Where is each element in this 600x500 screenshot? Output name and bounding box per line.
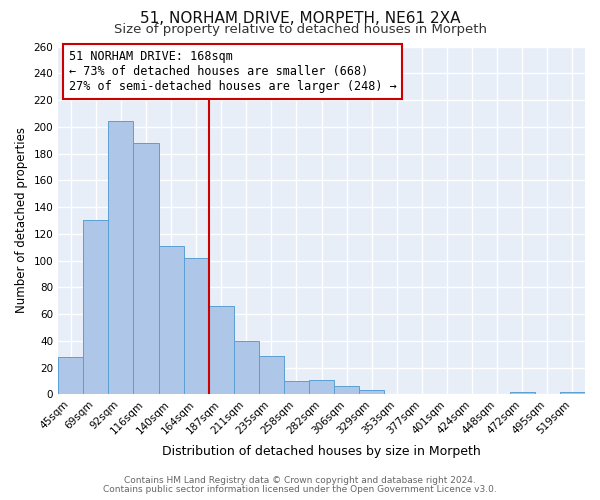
Bar xyxy=(560,392,585,394)
Text: Contains HM Land Registry data © Crown copyright and database right 2024.: Contains HM Land Registry data © Crown c… xyxy=(124,476,476,485)
Bar xyxy=(184,258,209,394)
Bar xyxy=(259,356,284,395)
Bar xyxy=(284,381,309,394)
Bar xyxy=(359,390,385,394)
Text: Size of property relative to detached houses in Morpeth: Size of property relative to detached ho… xyxy=(113,22,487,36)
Bar xyxy=(158,246,184,394)
X-axis label: Distribution of detached houses by size in Morpeth: Distribution of detached houses by size … xyxy=(162,444,481,458)
Bar xyxy=(83,220,109,394)
Text: Contains public sector information licensed under the Open Government Licence v3: Contains public sector information licen… xyxy=(103,485,497,494)
Bar xyxy=(334,386,359,394)
Bar xyxy=(209,306,234,394)
Bar xyxy=(133,143,158,395)
Bar xyxy=(309,380,334,394)
Bar xyxy=(510,392,535,394)
Bar xyxy=(109,122,133,394)
Bar xyxy=(58,357,83,395)
Y-axis label: Number of detached properties: Number of detached properties xyxy=(15,128,28,314)
Text: 51, NORHAM DRIVE, MORPETH, NE61 2XA: 51, NORHAM DRIVE, MORPETH, NE61 2XA xyxy=(140,11,460,26)
Bar xyxy=(234,341,259,394)
Text: 51 NORHAM DRIVE: 168sqm
← 73% of detached houses are smaller (668)
27% of semi-d: 51 NORHAM DRIVE: 168sqm ← 73% of detache… xyxy=(69,50,397,93)
